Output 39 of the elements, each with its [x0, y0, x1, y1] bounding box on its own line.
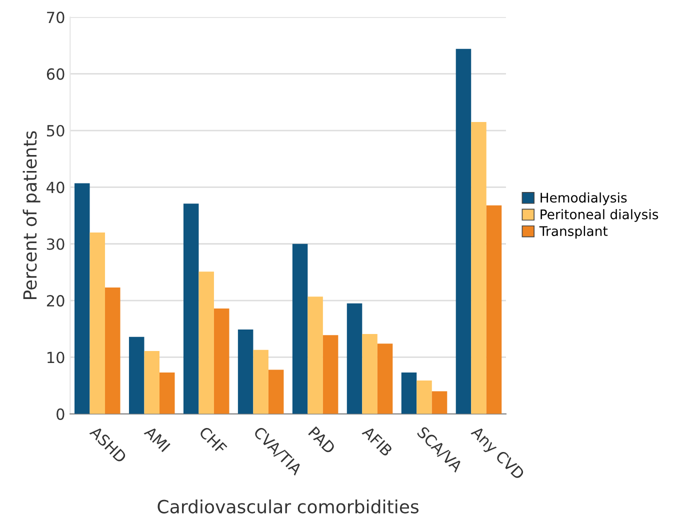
bar [322, 335, 338, 414]
bar [74, 183, 90, 414]
legend-label: Peritoneal dialysis [540, 209, 658, 222]
y-tick-label: 10 [48, 352, 64, 364]
y-tick-label: 50 [47, 124, 64, 137]
bar [486, 205, 502, 414]
y-tick-label: 70 [47, 12, 64, 24]
bar [144, 351, 160, 414]
bar [308, 296, 323, 414]
legend-label: Hemodialysis [540, 192, 627, 206]
y-axis-title: Percent of patients [22, 131, 40, 299]
y-tick-label: 30 [47, 238, 64, 250]
bar [416, 380, 432, 414]
x-axis-title: Cardiovascular comorbidities [158, 499, 419, 514]
bar [401, 372, 417, 414]
bar [377, 344, 393, 414]
bar [183, 204, 199, 414]
bar [159, 372, 175, 414]
bar [292, 244, 308, 414]
legend-label: Transplant [539, 226, 608, 239]
y-tick-label: 0 [56, 408, 64, 420]
bar [214, 308, 230, 414]
bar [128, 336, 144, 414]
bar [90, 232, 106, 414]
bar [432, 391, 448, 414]
bar [268, 370, 284, 414]
bar [105, 288, 120, 414]
x-tick-label: CHF [198, 426, 228, 455]
bar [346, 303, 362, 414]
y-tick-label: 60 [46, 68, 64, 80]
bar [456, 48, 472, 414]
bar [238, 329, 254, 414]
x-tick-label: AMI [144, 425, 170, 452]
bar [471, 122, 486, 414]
bar [198, 272, 214, 414]
bar [253, 350, 268, 414]
y-tick-label: 40 [46, 182, 64, 194]
y-tick-label: 20 [46, 295, 64, 307]
bar [362, 334, 378, 414]
